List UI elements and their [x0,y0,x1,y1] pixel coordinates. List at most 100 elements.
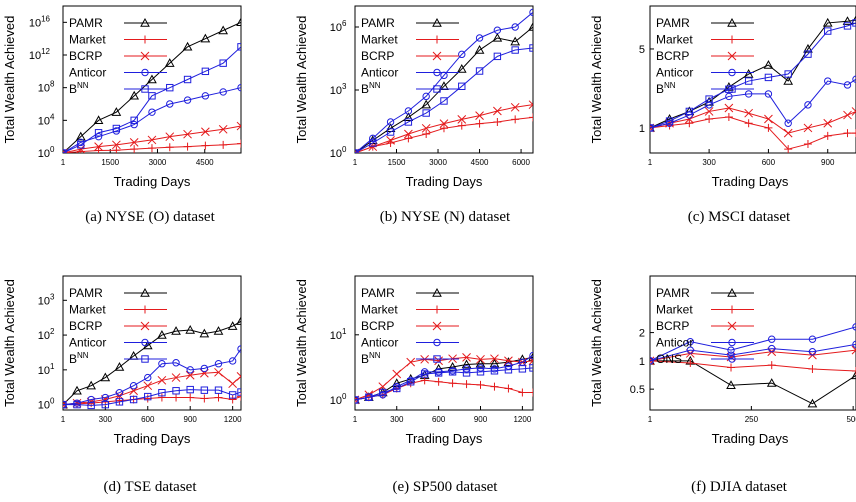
data-point [214,367,223,377]
data-point [392,369,402,379]
data-point [111,107,122,116]
data-point [228,379,238,389]
data-point [843,81,852,89]
x-axis-label: Trading Days [406,431,483,446]
data-point [386,128,395,136]
data-point [171,326,181,335]
data-point [164,58,175,67]
data-point [115,389,124,397]
data-point [665,117,674,125]
data-point [744,77,753,85]
legend-label: BCRP [69,49,102,63]
y-tick-label: 103 [330,82,347,97]
y-tick-label: 1016 [29,14,51,29]
data-point [529,8,533,17]
data-point [87,395,95,404]
data-point [237,345,241,353]
y-tick-label: 100 [330,392,347,407]
data-point [93,115,104,125]
series-line [355,116,533,153]
y-tick-label: 103 [38,292,55,307]
data-point [183,129,192,139]
plot-frame [354,275,534,411]
data-point [129,381,138,390]
y-tick-label: 1 [639,356,645,368]
data-point [764,90,773,98]
data-point [77,141,85,149]
data-point [237,388,241,396]
data-point [63,400,68,409]
legend-marker [727,321,737,331]
x-tick-label: 900 [821,158,835,167]
legend-label: BNN [361,81,381,96]
data-point [493,117,502,126]
data-point [476,380,485,389]
data-point [764,123,773,132]
data-point [504,356,513,366]
data-point [504,366,513,374]
data-point [213,326,224,335]
legend-marker [433,355,441,363]
data-point [172,393,181,402]
data-point [421,99,432,109]
y-tick-label: 102 [38,327,55,342]
data-point [490,367,499,375]
data-point [227,321,238,330]
series-line [650,349,856,362]
data-point [492,32,503,42]
x-tick-label: 3000 [149,158,167,167]
data-point [157,375,167,385]
data-point [200,364,209,373]
data-point [456,63,467,73]
data-point [94,146,103,153]
data-point [183,142,192,151]
series-group [355,8,533,153]
data-point [462,353,471,362]
legend-marker [141,305,149,314]
legend-marker [140,51,150,61]
data-point [228,357,237,365]
data-point [199,328,210,338]
legend-marker [727,287,737,297]
data-point [186,366,194,374]
series-group [63,17,241,153]
series-line [63,21,241,153]
data-point [851,345,856,355]
data-point [214,393,223,402]
series-line [355,26,533,153]
data-point [727,346,735,354]
legend-label: Anticor [361,336,398,350]
data-point [510,36,521,46]
panel-caption: (b) NYSE (N) dataset [380,209,511,225]
y-tick-label: 1012 [29,47,51,62]
legend-label: PAMR [361,16,395,30]
data-point [824,77,832,85]
y-axis-label: Total Wealth Achieved [2,16,17,144]
data-point [130,116,138,125]
data-point [434,369,443,377]
data-point [129,395,138,404]
legend-marker [141,68,149,77]
data-point [476,364,485,372]
data-point [842,16,853,25]
data-point [201,67,210,76]
legend-marker [728,85,736,93]
data-point [783,76,794,85]
data-point [101,393,110,402]
chart-panel: 1 1500 3000 4500 6000 100 103 106 Trading Days To… [294,5,534,225]
data-point [852,129,856,138]
legend-marker [728,305,736,314]
y-axis-label: Total Wealth Achieved [294,16,309,144]
series-line [650,326,856,362]
data-point [650,123,654,132]
legend-label: Anticor [656,66,693,80]
data-point [172,359,180,367]
data-point [705,95,713,103]
data-point [511,46,519,54]
data-point [228,391,237,399]
data-point [529,113,533,122]
legend-marker [432,17,442,27]
data-point [650,357,654,365]
data-point [172,387,180,395]
legend-label: Market [656,303,693,317]
